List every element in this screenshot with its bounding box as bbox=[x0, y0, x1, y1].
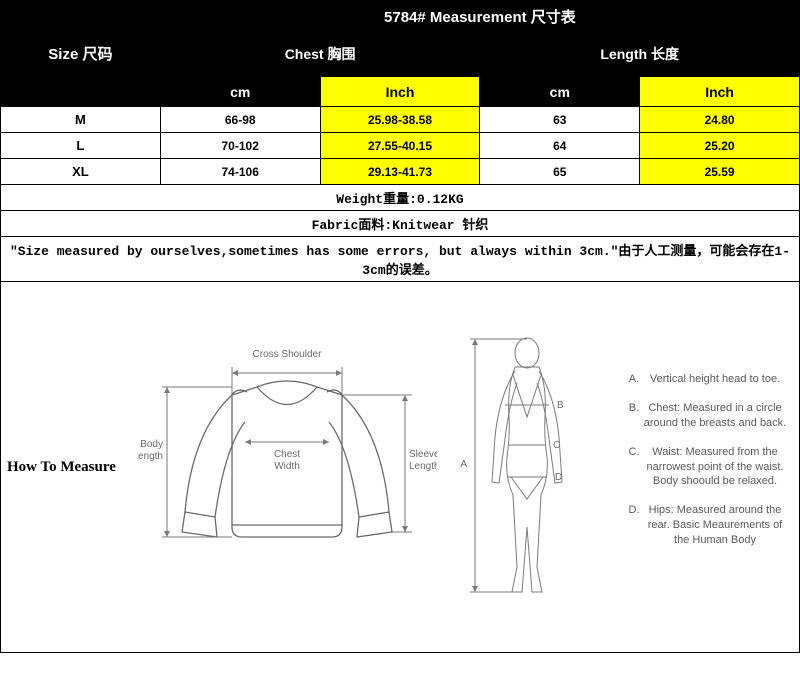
body-length-label-2: Length bbox=[137, 451, 163, 462]
chest-in-cell: 27.55-40.15 bbox=[320, 133, 480, 159]
svg-text:Chest: Chest bbox=[274, 449, 300, 460]
body-mark-d: D bbox=[555, 472, 562, 483]
length-in-cell: 25.59 bbox=[640, 159, 800, 185]
length-in-cell: 24.80 bbox=[640, 107, 800, 133]
fabric-text: Fabric面料:Knitwear 针织 bbox=[1, 211, 800, 237]
body-diagram: A B C D bbox=[437, 327, 617, 607]
chest-group: Chest 胸围 bbox=[160, 32, 480, 77]
table-row: M 66-98 25.98-38.58 63 24.80 bbox=[1, 107, 800, 133]
size-cell: XL bbox=[1, 159, 161, 185]
size-cell: M bbox=[1, 107, 161, 133]
howto-label: How To Measure bbox=[1, 459, 137, 476]
length-cm-unit: cm bbox=[480, 77, 640, 107]
title-text: 5784# Measurement 尺寸表 bbox=[384, 9, 576, 26]
body-mark-c: C bbox=[553, 440, 560, 451]
weight-row: Weight重量:0.12KG bbox=[1, 185, 800, 211]
body-mark-a: A bbox=[460, 459, 467, 470]
body-length-label-1: Body bbox=[140, 439, 163, 450]
legend-a: A.Vertical height head to toe. bbox=[627, 372, 789, 387]
length-cm-cell: 64 bbox=[480, 133, 640, 159]
length-in-cell: 25.20 bbox=[640, 133, 800, 159]
svg-text:Sleeve: Sleeve bbox=[409, 449, 437, 460]
note-text: "Size measured by ourselves,sometimes ha… bbox=[1, 237, 800, 282]
title-row: Size 尺码 5784# Measurement 尺寸表 bbox=[1, 1, 800, 32]
size-header-label: Size 尺码 bbox=[48, 43, 112, 64]
legend-d: D.Hips: Measured around the rear. Basic … bbox=[627, 503, 789, 548]
chest-cm-cell: 74-106 bbox=[160, 159, 320, 185]
length-group: Length 长度 bbox=[480, 32, 800, 77]
garment-diagram: Cross Shoulder Body Length Chest bbox=[137, 337, 437, 597]
howto-row: How To Measure bbox=[1, 282, 800, 653]
measurement-table: Size 尺码 5784# Measurement 尺寸表 Chest 胸围 L… bbox=[0, 0, 800, 653]
cross-shoulder-label: Cross Shoulder bbox=[253, 349, 323, 360]
chest-cm-cell: 66-98 bbox=[160, 107, 320, 133]
size-header-cell: Size 尺码 bbox=[1, 1, 161, 107]
howto-wrap: How To Measure bbox=[1, 282, 799, 652]
weight-text: Weight重量:0.12KG bbox=[1, 185, 800, 211]
chest-in-cell: 25.98-38.58 bbox=[320, 107, 480, 133]
legend-b: B.Chest: Measured in a circle around the… bbox=[627, 401, 789, 431]
length-cm-cell: 65 bbox=[480, 159, 640, 185]
svg-text:Length: Length bbox=[409, 461, 437, 472]
title-cell: 5784# Measurement 尺寸表 bbox=[160, 1, 799, 32]
fabric-row: Fabric面料:Knitwear 针织 bbox=[1, 211, 800, 237]
chest-in-cell: 29.13-41.73 bbox=[320, 159, 480, 185]
chest-cm-cell: 70-102 bbox=[160, 133, 320, 159]
length-inch-unit: Inch bbox=[640, 77, 800, 107]
table-row: L 70-102 27.55-40.15 64 25.20 bbox=[1, 133, 800, 159]
chest-cm-unit: cm bbox=[160, 77, 320, 107]
body-mark-b: B bbox=[557, 400, 564, 411]
size-cell: L bbox=[1, 133, 161, 159]
legend-c: C.Waist: Measured from the narrowest poi… bbox=[627, 445, 789, 490]
chest-inch-unit: Inch bbox=[320, 77, 480, 107]
note-row: "Size measured by ourselves,sometimes ha… bbox=[1, 237, 800, 282]
legend: A.Vertical height head to toe. B.Chest: … bbox=[617, 372, 799, 562]
table-row: XL 74-106 29.13-41.73 65 25.59 bbox=[1, 159, 800, 185]
svg-text:Width: Width bbox=[274, 461, 300, 472]
length-cm-cell: 63 bbox=[480, 107, 640, 133]
